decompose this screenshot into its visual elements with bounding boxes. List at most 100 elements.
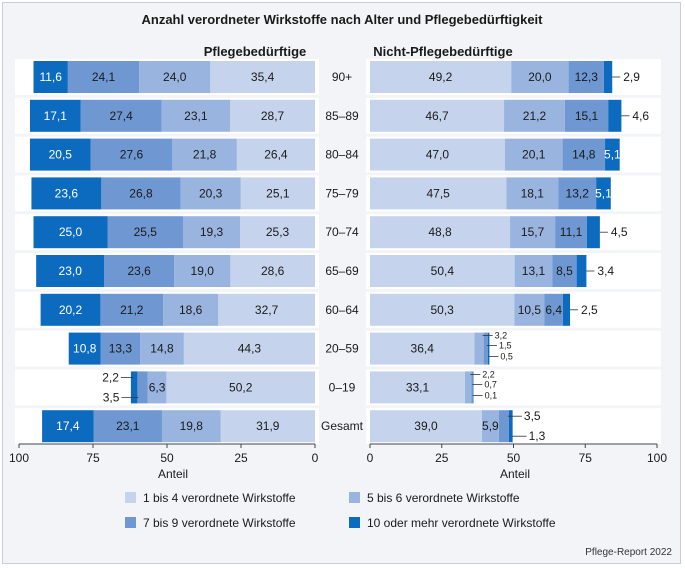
segment-label: 13,3 bbox=[109, 342, 133, 356]
bar-segment bbox=[236, 138, 315, 171]
segment-label: 27,4 bbox=[109, 109, 133, 123]
axes: 100 75 50 25 0 Anteil 0 25 50 75 100 Anteil bbox=[9, 443, 667, 481]
bar-segment bbox=[100, 293, 164, 326]
segment-label: 21,2 bbox=[523, 109, 547, 123]
segment-label: 39,0 bbox=[414, 419, 438, 433]
segment-label: 35,4 bbox=[251, 70, 275, 84]
segment-label: 15,1 bbox=[575, 109, 599, 123]
bar-segment bbox=[370, 216, 511, 249]
x-tick-label: 0 bbox=[312, 451, 319, 465]
source-note: Pflege-Report 2022 bbox=[585, 547, 672, 558]
segment-label: 21,2 bbox=[120, 303, 144, 317]
bar-segment bbox=[603, 61, 613, 93]
bar-segment bbox=[172, 138, 237, 171]
segment-label: 49,2 bbox=[429, 70, 453, 84]
segment-label: 26,8 bbox=[129, 186, 153, 200]
segment-label: 23,6 bbox=[55, 186, 79, 200]
legend-swatch bbox=[349, 492, 360, 503]
bar-segment bbox=[608, 99, 622, 132]
segment-label: 23,1 bbox=[116, 419, 140, 433]
bar-segment bbox=[562, 293, 571, 326]
bar-segment bbox=[370, 255, 515, 287]
x-tick-label: 100 bbox=[9, 451, 29, 465]
segment-label: 12,3 bbox=[575, 70, 599, 84]
segment-label: 25,5 bbox=[134, 225, 158, 239]
segment-label: 23,0 bbox=[59, 264, 83, 278]
segment-label: 32,7 bbox=[255, 303, 279, 317]
bar-segment bbox=[80, 99, 162, 132]
category-label: 60–64 bbox=[325, 303, 359, 317]
segment-label: 25,0 bbox=[59, 225, 83, 239]
callout-label: 2,2 bbox=[482, 369, 495, 379]
segment-label: 6,4 bbox=[545, 303, 562, 317]
bars-left-panel: 35,4 24,0 24,1 11,6 28,7 23,1 27,4 17,1 26,4 21,8… bbox=[15, 59, 319, 445]
segment-label: 25,3 bbox=[266, 225, 290, 239]
segment-label: 17,4 bbox=[56, 419, 80, 433]
category-label: 90+ bbox=[332, 70, 352, 84]
bar-segment bbox=[130, 371, 138, 404]
bar-segment bbox=[552, 255, 577, 287]
bar-segment bbox=[40, 293, 101, 326]
callout-label: 2,5 bbox=[581, 303, 598, 317]
legend-swatch bbox=[349, 517, 360, 528]
segment-label: 20,2 bbox=[59, 303, 83, 317]
bar-segment bbox=[100, 332, 141, 365]
bar-segment bbox=[544, 293, 563, 326]
segment-label: 28,7 bbox=[261, 109, 285, 123]
bar-segment bbox=[483, 332, 488, 365]
segment-label: 21,8 bbox=[193, 148, 217, 162]
bar-segment bbox=[180, 177, 241, 210]
segment-label: 14,8 bbox=[572, 148, 596, 162]
bar-segment bbox=[504, 138, 563, 171]
bar-segment bbox=[481, 410, 499, 443]
bar-segment bbox=[42, 410, 94, 443]
segment-label: 5,9 bbox=[482, 419, 499, 433]
bar-segment bbox=[506, 177, 559, 210]
callout-label: 3,5 bbox=[524, 409, 541, 423]
bar-segment bbox=[464, 371, 472, 404]
x-axis-title: Anteil bbox=[158, 467, 188, 481]
legend-label: 7 bis 9 verordnete Wirkstoffe bbox=[143, 516, 296, 530]
bar-segment bbox=[33, 61, 68, 93]
category-label: 75–79 bbox=[325, 186, 359, 200]
bar-segment bbox=[568, 61, 604, 93]
category-label: 20–59 bbox=[325, 342, 359, 356]
bar-segment bbox=[474, 332, 484, 365]
bar-segment bbox=[101, 177, 181, 210]
x-tick-label: 0 bbox=[367, 451, 374, 465]
segment-label: 23,1 bbox=[184, 109, 208, 123]
bar-segment bbox=[218, 293, 315, 326]
callout-label: 0,5 bbox=[500, 352, 513, 362]
bar-segment bbox=[240, 216, 315, 249]
bar-segment bbox=[370, 293, 515, 326]
legend-label: 1 bis 4 verordnete Wirkstoffe bbox=[143, 491, 296, 505]
x-tick-label: 75 bbox=[86, 451, 100, 465]
segment-label: 26,4 bbox=[264, 148, 288, 162]
bar-segment bbox=[511, 61, 569, 93]
segment-label: 31,9 bbox=[256, 419, 280, 433]
legend-label: 10 oder mehr verordnete Wirkstoffe bbox=[367, 516, 556, 530]
segment-label: 5,1 bbox=[604, 148, 621, 162]
bar-segment bbox=[562, 138, 606, 171]
segment-label: 19,0 bbox=[191, 264, 215, 278]
segment-label: 50,4 bbox=[431, 264, 455, 278]
bar-segment bbox=[230, 99, 315, 132]
segment-label: 10,5 bbox=[518, 303, 542, 317]
callout-label: 3,5 bbox=[103, 390, 120, 404]
segment-label: 10,8 bbox=[73, 342, 97, 356]
category-label: Gesamt bbox=[321, 419, 364, 433]
bar-segment bbox=[564, 99, 609, 132]
x-tick-label: 25 bbox=[234, 451, 248, 465]
category-label: 0–19 bbox=[329, 380, 356, 394]
bar-segment bbox=[163, 293, 219, 326]
category-label: 70–74 bbox=[325, 225, 359, 239]
x-tick-label: 75 bbox=[579, 451, 593, 465]
bar-segment bbox=[29, 138, 91, 171]
bar-segment bbox=[174, 255, 231, 287]
x-tick-label: 50 bbox=[507, 451, 521, 465]
bar-segment bbox=[555, 216, 587, 249]
segment-label: 25,1 bbox=[266, 186, 290, 200]
bar-segment bbox=[161, 99, 231, 132]
category-labels: 90+ 85–89 80–84 75–79 70–74 65–69 60–64 20–59 0–… bbox=[321, 70, 364, 433]
